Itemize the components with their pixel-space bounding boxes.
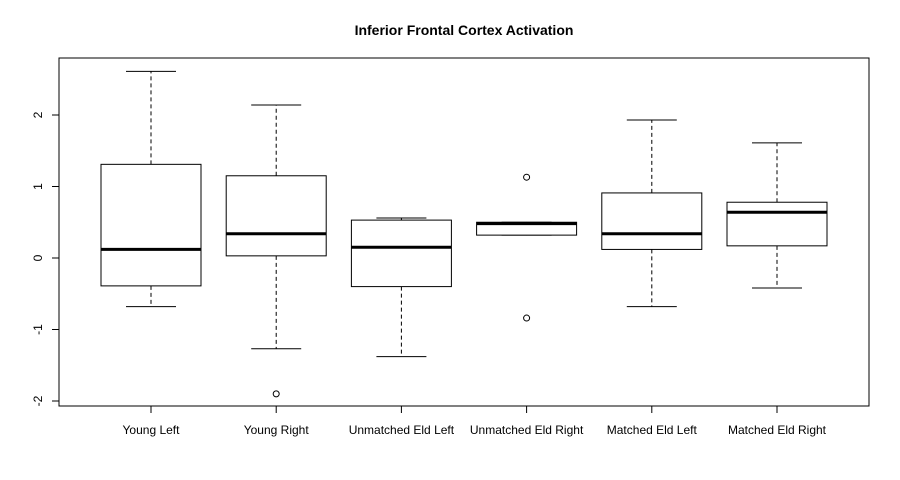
y-tick-label: 2 [31,111,45,118]
chart-title: Inferior Frontal Cortex Activation [355,22,574,38]
x-tick-label: Unmatched Eld Right [470,423,584,437]
iqr-box [225,175,327,257]
x-tick-label: Young Right [244,423,310,437]
box-group [350,217,452,358]
x-tick-label: Matched Eld Left [607,423,698,437]
box-group [476,173,578,322]
x-tick-label: Unmatched Eld Left [349,423,455,437]
boxes [100,70,828,398]
outlier-point [523,173,531,181]
box-group [100,70,202,308]
iqr-box [601,192,703,250]
x-tick-label: Young Left [123,423,181,437]
x-tick-label: Matched Eld Right [728,423,827,437]
y-tick-label: 0 [31,254,45,261]
iqr-box [350,219,452,288]
outlier-point [523,314,531,322]
box-group [726,142,828,289]
y-tick-label: 1 [31,183,45,190]
x-axis-labels: Young Left Young Right Unmatched Eld Left U… [123,406,827,437]
outlier-point [272,390,280,398]
y-tick-label: -2 [31,395,45,406]
iqr-box [100,163,202,287]
box-group [601,119,703,308]
iqr-box [726,201,828,247]
y-tick-label: -1 [31,324,45,335]
box-group [225,104,327,398]
y-axis: -2 -1 0 1 2 [31,111,60,406]
